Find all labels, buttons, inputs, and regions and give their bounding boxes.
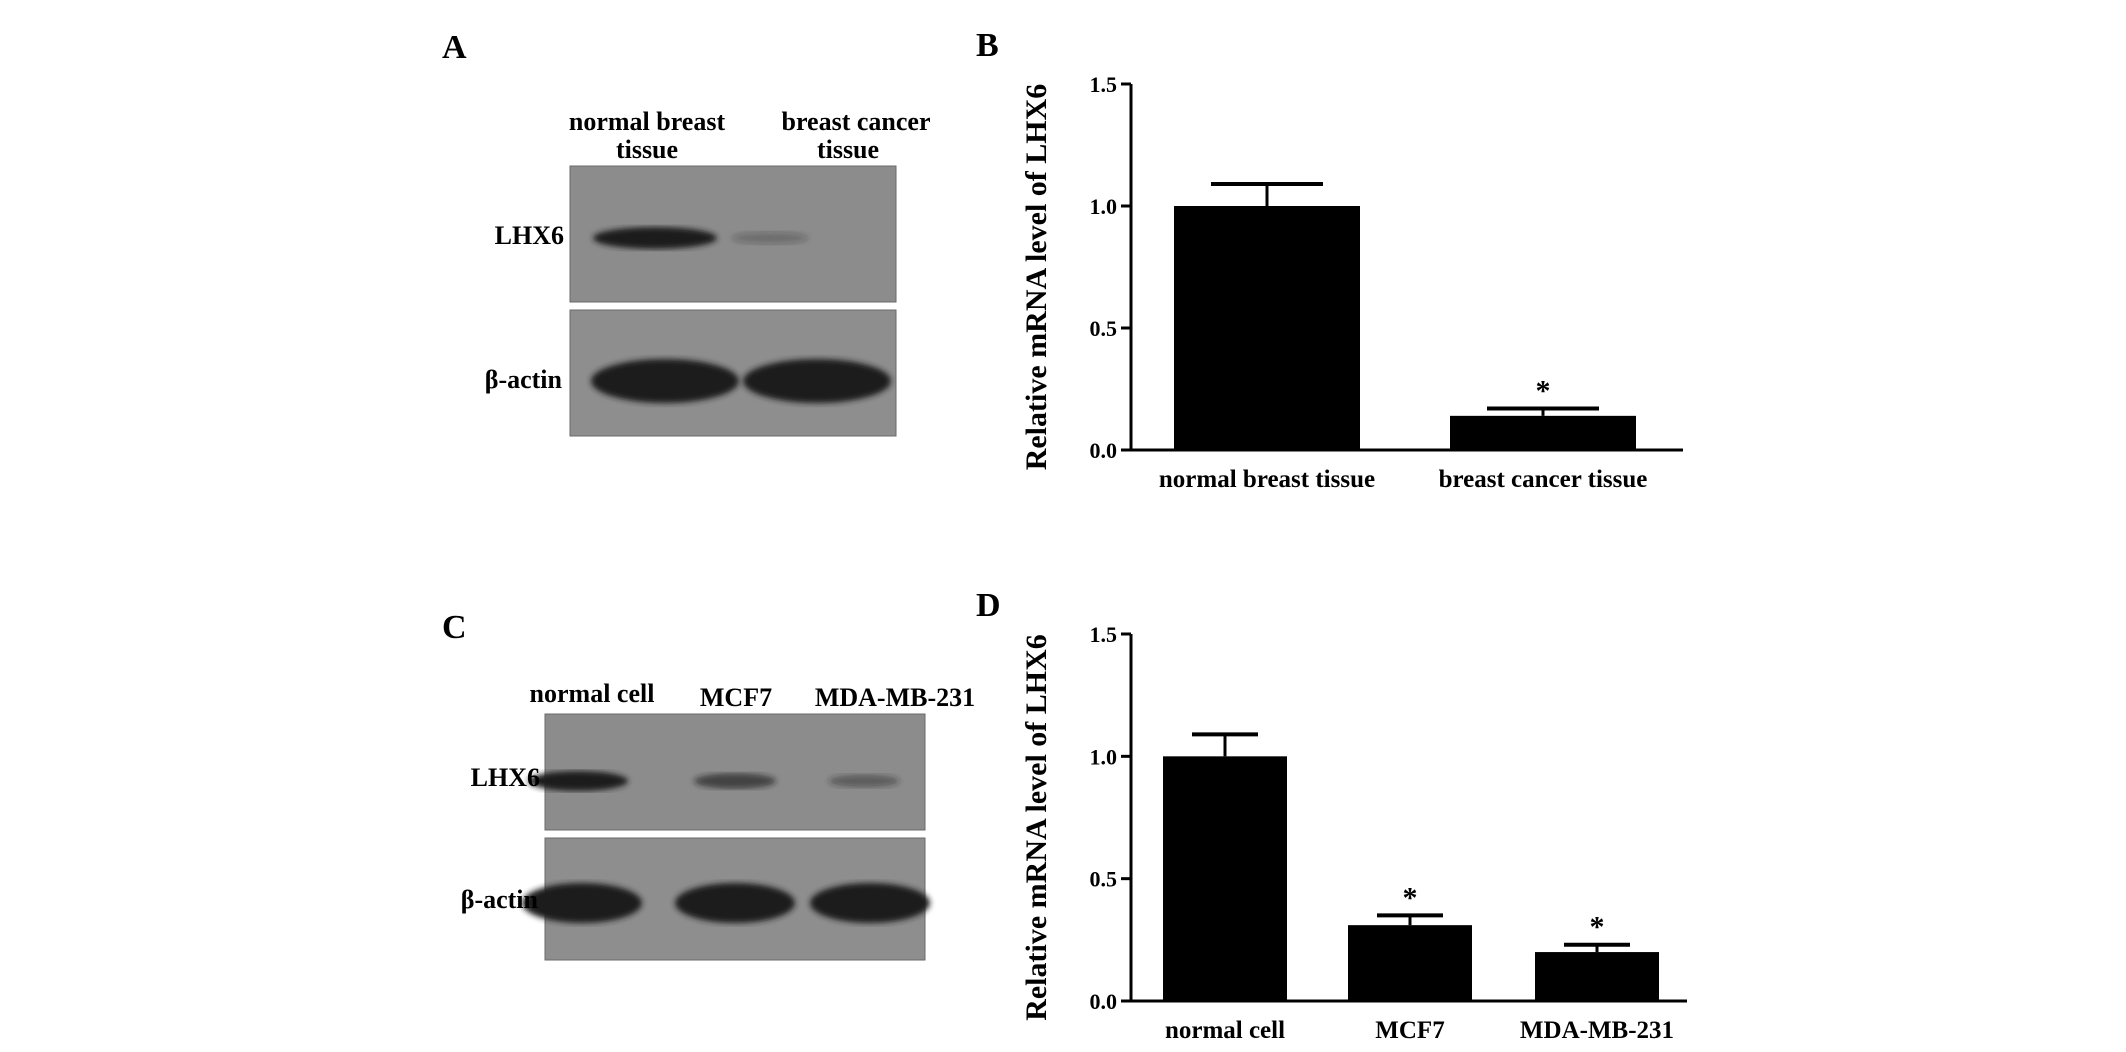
panel-d-bar-chart: D 0.0 0.5 1.0 1.5 Relative mRNA level of LHX…	[976, 587, 1687, 1044]
bar	[1535, 952, 1659, 1001]
y-tick-label: 1.0	[1090, 194, 1118, 219]
row-label-a-lhx6: LHX6	[495, 221, 564, 250]
band-a-lhx6-1	[731, 232, 809, 244]
panel-letter-c: C	[442, 609, 467, 646]
band-c-lhx6-0	[528, 771, 628, 791]
lane-label-a-0-line1: normal breast	[569, 107, 726, 136]
x-category-label: breast cancer tissue	[1439, 466, 1648, 493]
lane-label-c-2: MDA-MB-231	[815, 683, 975, 712]
panel-a-western-blot: A normal breast tissue breast cancer tis…	[442, 29, 931, 437]
row-label-c-lhx6: LHX6	[471, 763, 540, 792]
panel-c-western-blot: C normal cell MCF7 MDA-MB-231 LHX6 β-act…	[442, 609, 975, 961]
row-label-a-actin: β-actin	[485, 365, 563, 394]
lane-label-a-1-line2: tissue	[817, 135, 879, 164]
lane-label-c-0: normal cell	[530, 679, 655, 708]
panel-letter-a: A	[442, 29, 467, 66]
bar	[1450, 415, 1636, 450]
band-c-actin-0	[522, 883, 642, 923]
blot-c-lhx6-membrane	[544, 713, 926, 831]
lane-label-c-1: MCF7	[700, 683, 772, 712]
y-tick-label: 0.0	[1090, 989, 1118, 1014]
panel-b-bar-chart: B 0.0 0.5 1.0 1.5 Relative mRNA level of LHX…	[976, 27, 1683, 493]
band-a-actin-1	[743, 359, 891, 403]
band-c-actin-2	[810, 883, 930, 923]
y-tick-label: 1.5	[1090, 72, 1118, 97]
band-a-actin-0	[591, 359, 739, 403]
x-category-label: normal breast tissue	[1159, 466, 1375, 493]
significance-marker: *	[1536, 375, 1551, 408]
panel-letter-d: D	[976, 587, 1001, 624]
y-tick-label: 1.0	[1090, 744, 1118, 769]
significance-marker: *	[1590, 911, 1605, 944]
y-axis-label: Relative mRNA level of LHX6	[1020, 84, 1053, 471]
band-c-actin-1	[675, 883, 795, 923]
x-category-label: normal cell	[1165, 1017, 1285, 1044]
y-tick-label: 0.5	[1090, 867, 1118, 892]
x-category-label: MDA-MB-231	[1520, 1017, 1674, 1044]
band-c-lhx6-1	[694, 773, 776, 789]
band-a-lhx6-0	[593, 227, 717, 249]
lane-label-a-0-line2: tissue	[616, 135, 678, 164]
lane-label-a-1-line1: breast cancer	[782, 107, 931, 136]
bar	[1163, 756, 1287, 1001]
bar	[1174, 206, 1360, 450]
y-axis-label: Relative mRNA level of LHX6	[1020, 634, 1053, 1021]
y-tick-label: 0.0	[1090, 438, 1118, 463]
x-category-label: MCF7	[1375, 1017, 1444, 1044]
significance-marker: *	[1403, 881, 1418, 914]
y-tick-label: 0.5	[1090, 316, 1118, 341]
bar	[1348, 925, 1472, 1001]
band-c-lhx6-2	[828, 774, 900, 788]
row-label-c-actin: β-actin	[461, 885, 539, 914]
y-tick-label: 1.5	[1090, 622, 1118, 647]
panel-letter-b: B	[976, 27, 999, 64]
